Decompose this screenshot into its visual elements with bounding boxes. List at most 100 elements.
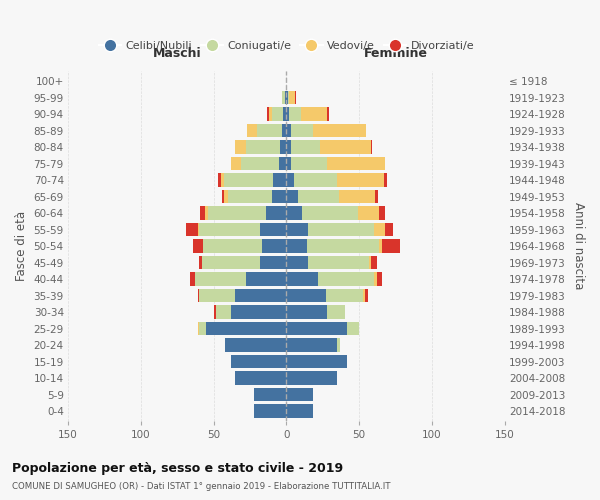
Bar (308, 223, 374, 236)
Bar (202, 256, 260, 270)
Bar (197, 289, 199, 302)
Bar (228, 190, 272, 203)
Bar (286, 404, 313, 418)
Bar (225, 338, 286, 352)
Bar (231, 157, 241, 170)
Bar (290, 124, 313, 138)
Bar (254, 388, 286, 402)
Bar (218, 174, 221, 187)
Bar (286, 306, 327, 319)
Bar (268, 108, 269, 121)
Bar (269, 108, 272, 121)
Bar (235, 372, 286, 385)
Legend: Celibi/Nubili, Coniugati/e, Vedovi/e, Divorziati/e: Celibi/Nubili, Coniugati/e, Vedovi/e, Di… (94, 36, 478, 56)
Bar (286, 372, 337, 385)
Bar (245, 140, 280, 154)
Bar (283, 108, 286, 121)
Bar (286, 91, 288, 104)
Bar (377, 272, 382, 286)
Bar (319, 272, 374, 286)
Bar (286, 240, 307, 253)
Bar (286, 174, 293, 187)
Bar (313, 124, 367, 138)
Text: Femmine: Femmine (364, 46, 427, 60)
Bar (290, 157, 327, 170)
Bar (286, 338, 337, 352)
Bar (262, 240, 286, 253)
Bar (194, 272, 245, 286)
Bar (286, 289, 326, 302)
Bar (289, 91, 295, 104)
Bar (208, 206, 266, 220)
Bar (364, 289, 365, 302)
Bar (260, 256, 286, 270)
Bar (241, 157, 279, 170)
Bar (337, 174, 384, 187)
Bar (214, 306, 217, 319)
Bar (295, 91, 296, 104)
Bar (286, 108, 289, 121)
Bar (224, 174, 273, 187)
Bar (222, 190, 224, 203)
Bar (371, 256, 377, 270)
Bar (286, 124, 290, 138)
Bar (272, 108, 283, 121)
Bar (375, 190, 378, 203)
Bar (260, 223, 286, 236)
Bar (186, 223, 197, 236)
Bar (282, 91, 285, 104)
Bar (190, 272, 194, 286)
Bar (286, 272, 319, 286)
Bar (327, 306, 344, 319)
Bar (384, 174, 387, 187)
Bar (286, 140, 290, 154)
Bar (379, 206, 385, 220)
Bar (347, 322, 359, 336)
Bar (320, 140, 371, 154)
Bar (286, 206, 302, 220)
Bar (282, 124, 286, 138)
Bar (293, 174, 337, 187)
Bar (206, 322, 286, 336)
Bar (254, 404, 286, 418)
Bar (337, 338, 340, 352)
Bar (200, 206, 205, 220)
Bar (385, 223, 392, 236)
Bar (235, 289, 286, 302)
Bar (379, 240, 382, 253)
Bar (221, 174, 224, 187)
Bar (199, 322, 206, 336)
Y-axis label: Anni di nascita: Anni di nascita (572, 202, 585, 290)
Bar (286, 157, 290, 170)
Bar (247, 124, 257, 138)
Bar (365, 289, 368, 302)
Bar (197, 223, 199, 236)
Bar (203, 240, 262, 253)
Bar (217, 306, 231, 319)
Bar (235, 140, 245, 154)
Bar (224, 190, 228, 203)
Bar (231, 355, 286, 368)
Bar (289, 108, 301, 121)
Bar (327, 157, 385, 170)
Bar (273, 174, 286, 187)
Y-axis label: Fasce di età: Fasce di età (15, 211, 28, 281)
Bar (358, 206, 379, 220)
Bar (286, 256, 308, 270)
Bar (285, 91, 286, 104)
Bar (327, 108, 329, 121)
Bar (286, 190, 298, 203)
Bar (280, 140, 286, 154)
Bar (199, 223, 260, 236)
Bar (339, 190, 375, 203)
Bar (286, 322, 347, 336)
Bar (288, 91, 289, 104)
Bar (302, 206, 358, 220)
Bar (245, 272, 286, 286)
Bar (279, 157, 286, 170)
Text: COMUNE DI SAMUGHEO (OR) - Dati ISTAT 1° gennaio 2019 - Elaborazione TUTTITALIA.I: COMUNE DI SAMUGHEO (OR) - Dati ISTAT 1° … (12, 482, 391, 491)
Bar (286, 388, 313, 402)
Bar (326, 289, 364, 302)
Bar (374, 223, 385, 236)
Text: Popolazione per età, sesso e stato civile - 2019: Popolazione per età, sesso e stato civil… (12, 462, 343, 475)
